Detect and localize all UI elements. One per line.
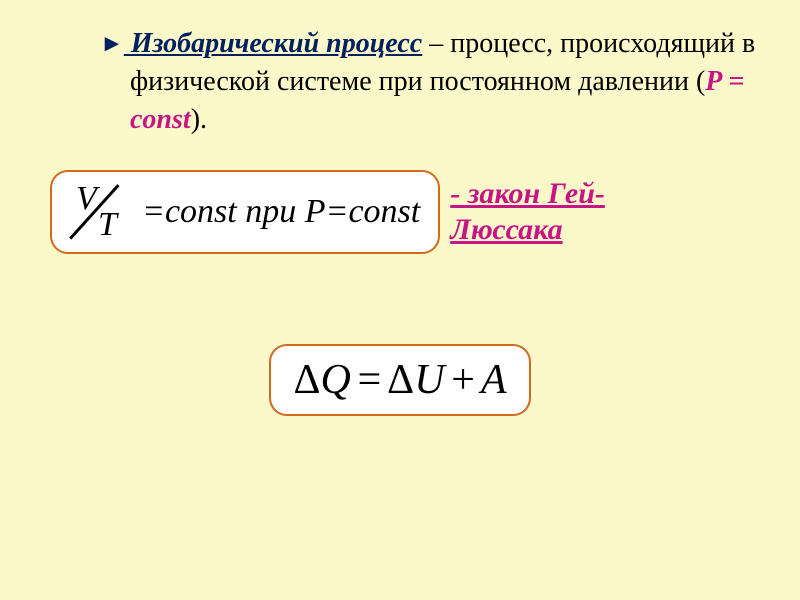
formula-row-1: V T = const при P = const - закон Гей-Лю… (50, 170, 770, 254)
equals-3: = (355, 356, 383, 404)
variable-t: T (98, 206, 117, 244)
plus-sign: + (449, 356, 477, 404)
definition-paragraph: ► Изобарический процесс – процесс, проис… (60, 25, 770, 138)
const-rhs: const (348, 193, 420, 231)
equals-1: = (142, 193, 165, 231)
delta-2: Δ (387, 356, 414, 404)
formula-row-2: ΔQ = ΔU + A (30, 344, 770, 416)
formula-box-first-law: ΔQ = ΔU + A (269, 344, 530, 416)
triangle-icon: ► (100, 31, 124, 57)
delta-1: Δ (293, 356, 320, 404)
fraction-v-over-t: V T (70, 180, 134, 244)
variable-q: Q (320, 356, 350, 404)
variable-u: U (414, 356, 444, 404)
gay-lussac-law-label: - закон Гей-Люссака (450, 176, 660, 248)
variable-a: A (481, 356, 507, 404)
definition-close: ). (191, 104, 207, 135)
formula-box-gay-lussac: V T = const при P = const (50, 170, 440, 254)
term-isobaric: Изобарический процесс (124, 28, 422, 59)
const-at-p: const при P (165, 193, 326, 231)
equals-2: = (326, 193, 349, 231)
